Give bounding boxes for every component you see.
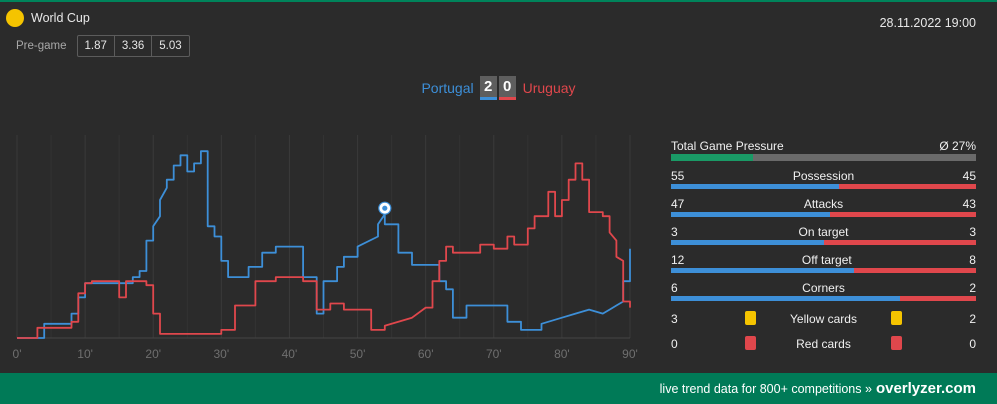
- home-score: 2: [479, 76, 497, 100]
- match-stats-panel: Total Game Pressure Ø 27% 55 Possession 45…: [671, 139, 976, 356]
- stat-bar-away: [854, 268, 976, 273]
- x-axis-ticks: 0' 10' 20' 30' 40' 50' 60' 70' 80' 90': [13, 347, 638, 361]
- stat-label: Corners: [802, 281, 845, 295]
- pressure-label: Total Game Pressure: [671, 139, 784, 153]
- card-away-count: 2: [969, 311, 976, 326]
- home-team-name[interactable]: Portugal: [421, 80, 474, 96]
- stat-row: 3 On target 3: [671, 225, 976, 245]
- away-score: 0: [498, 76, 516, 100]
- stat-labels: 12 Off target 8: [671, 253, 976, 267]
- stat-label: Possession: [792, 169, 855, 183]
- pressure-bar-fill: [671, 154, 754, 161]
- stat-away-value: 3: [969, 225, 976, 239]
- stat-row: 12 Off target 8: [671, 253, 976, 273]
- card-home-icon: [745, 311, 756, 325]
- stat-away-value: 8: [969, 253, 976, 267]
- stat-bar: [671, 212, 976, 217]
- x-tick-label: 70': [486, 347, 502, 361]
- card-row: 0 Red cards 0: [671, 331, 976, 356]
- odds-group: 1.87 3.36 5.03: [76, 35, 190, 57]
- stat-bar: [671, 268, 976, 273]
- scoreline: Portugal 2 0 Uruguay: [0, 76, 997, 100]
- odd-draw: 3.36: [115, 36, 153, 56]
- chart-events: [378, 201, 392, 215]
- pregame-label: Pre-game: [16, 40, 67, 52]
- pressure-value: Ø 27%: [939, 139, 976, 153]
- stat-bar-home: [671, 268, 854, 273]
- away-team-name[interactable]: Uruguay: [522, 80, 576, 96]
- stat-away-value: 2: [969, 281, 976, 295]
- card-row: 3 Yellow cards 2: [671, 306, 976, 331]
- stat-home-value: 47: [671, 197, 685, 211]
- pressure-bar: [671, 154, 976, 161]
- pressure-header: Total Game Pressure Ø 27%: [671, 139, 976, 153]
- card-away-icon: [891, 336, 902, 350]
- pressure-trend-chart: 0' 10' 20' 30' 40' 50' 60' 70' 80' 90': [13, 135, 638, 361]
- card-away-icon: [891, 311, 902, 325]
- odd-home: 1.87: [78, 36, 115, 56]
- pregame-odds: Pre-game 1.87 3.36 5.03: [16, 35, 190, 57]
- stat-bar-away: [830, 212, 976, 217]
- stat-bar-away: [838, 184, 976, 189]
- stat-away-value: 45: [962, 169, 976, 183]
- goal-ball-pattern: [382, 205, 388, 211]
- stat-row: 6 Corners 2: [671, 281, 976, 301]
- series-line-uruguay: [17, 162, 631, 339]
- stat-bar-home: [671, 212, 831, 217]
- chart-series: [17, 150, 631, 339]
- card-home-count: 0: [671, 336, 678, 351]
- footer-brand: overlyzer.com: [875, 380, 976, 397]
- footer-link[interactable]: live trend data for 800+ competitions » …: [660, 380, 976, 397]
- card-label: Yellow cards: [790, 311, 857, 326]
- card-label: Red cards: [796, 336, 851, 351]
- stat-bar: [671, 240, 976, 245]
- stat-row: 47 Attacks 43: [671, 197, 976, 217]
- stat-row: 55 Possession 45: [671, 169, 976, 189]
- card-home-count: 3: [671, 311, 678, 326]
- stat-bar: [671, 184, 976, 189]
- card-away-count: 0: [969, 336, 976, 351]
- match-datetime: 28.11.2022 19:00: [879, 16, 976, 30]
- odd-away: 5.03: [159, 40, 182, 52]
- x-tick-label: 50': [350, 347, 366, 361]
- stat-home-value: 55: [671, 169, 685, 183]
- stat-home-value: 6: [671, 281, 678, 295]
- top-accent-bar: [0, 0, 997, 2]
- stat-labels: 3 On target 3: [671, 225, 976, 239]
- x-tick-label: 60': [418, 347, 434, 361]
- stat-label: Off target: [801, 253, 852, 267]
- x-tick-label: 90': [622, 347, 638, 361]
- x-tick-label: 20': [145, 347, 161, 361]
- stat-label: Attacks: [803, 197, 844, 211]
- x-tick-label: 0': [13, 347, 22, 361]
- stat-labels: 55 Possession 45: [671, 169, 976, 183]
- card-home-icon: [745, 336, 756, 350]
- league-icon: [6, 9, 24, 27]
- stat-label: On target: [798, 225, 849, 239]
- series-line-portugal: [17, 150, 631, 339]
- x-tick-label: 80': [554, 347, 570, 361]
- stat-labels: 47 Attacks 43: [671, 197, 976, 211]
- stat-home-value: 3: [671, 225, 678, 239]
- stat-labels: 6 Corners 2: [671, 281, 976, 295]
- footer-tagline: live trend data for 800+ competitions »: [659, 382, 872, 396]
- league-header[interactable]: World Cup: [6, 9, 90, 27]
- stat-bar-home: [671, 296, 900, 301]
- x-tick-label: 40': [282, 347, 298, 361]
- footer-banner[interactable]: live trend data for 800+ competitions » …: [0, 373, 997, 404]
- stat-bar-home: [671, 184, 839, 189]
- stat-bar-away: [823, 240, 976, 245]
- x-tick-label: 30': [214, 347, 230, 361]
- x-tick-label: 10': [77, 347, 93, 361]
- stat-away-value: 43: [962, 197, 976, 211]
- stat-bar-away: [899, 296, 976, 301]
- stat-bar-home: [671, 240, 824, 245]
- league-name: World Cup: [31, 11, 90, 25]
- stat-bar: [671, 296, 976, 301]
- stat-home-value: 12: [671, 253, 685, 267]
